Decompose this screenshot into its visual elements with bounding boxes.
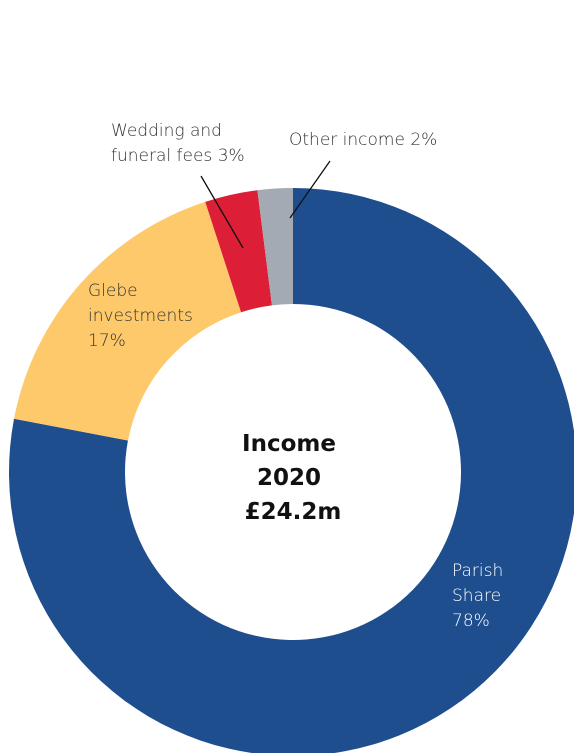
slice-label-line: Parish: [452, 561, 503, 581]
center-label-line: Income: [242, 431, 336, 457]
center-label: Income 2020 £24.2m: [242, 431, 344, 525]
slice-label-parish-share: Parish Share 78%: [452, 561, 503, 631]
center-label-line: 2020: [257, 465, 321, 491]
slice-label-line: Wedding and: [111, 121, 222, 141]
slice-parish-share: [9, 188, 574, 753]
leader-line: [200, 175, 244, 249]
slice-wedding-and-funeral-fees: [205, 190, 272, 313]
slice-other-income: [257, 188, 293, 306]
slice-label-line: 78%: [452, 611, 490, 631]
slice-label-wedding-and-funeral-fees: Wedding and funeral fees 3%: [111, 121, 245, 166]
slice-labels: Parish Share 78% Glebe investments 17% Wedding…: [88, 121, 503, 631]
leader-line: [289, 160, 331, 219]
slice-label-glebe-investments: Glebe investments 17%: [88, 281, 193, 351]
slice-label-line: 17%: [88, 331, 126, 351]
slice-label-line: investments: [88, 306, 193, 326]
slice-label-other-income: Other income 2%: [289, 130, 437, 150]
slice-label-line: Share: [452, 586, 501, 606]
leader-lines: [200, 160, 331, 249]
slice-label-line: Other income 2%: [289, 130, 437, 150]
slice-glebe-investments: [14, 201, 242, 441]
chart-slices: [9, 188, 574, 753]
slice-label-line: Glebe: [88, 281, 138, 301]
slice-label-line: funeral fees 3%: [111, 146, 245, 166]
center-label-line: £24.2m: [245, 499, 342, 525]
